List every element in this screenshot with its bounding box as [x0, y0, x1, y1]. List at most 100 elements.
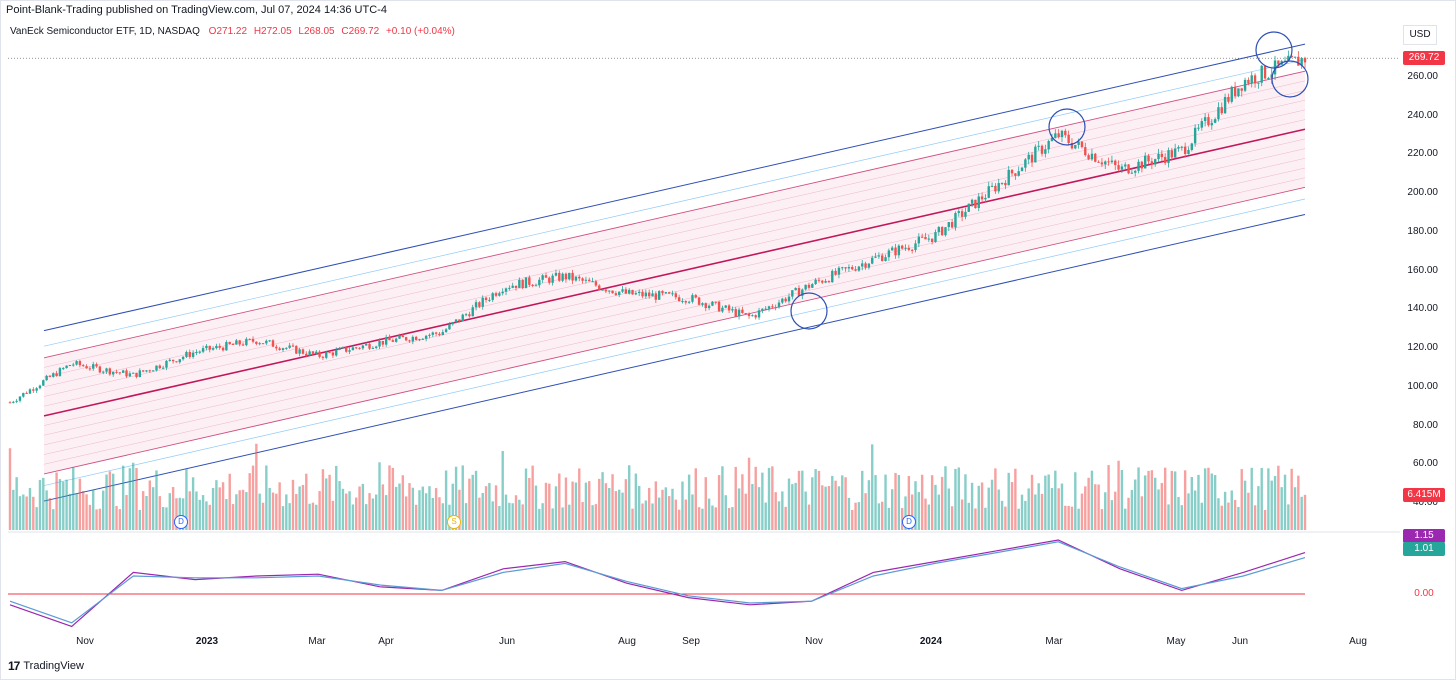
volume-bar: [1004, 506, 1007, 530]
volume-bar: [225, 499, 228, 530]
candle-body: [734, 309, 737, 317]
candle-body: [1047, 141, 1050, 150]
volume-bar: [98, 508, 102, 530]
candle-body: [744, 313, 747, 315]
candle-body: [198, 351, 201, 353]
dividend-marker-icon[interactable]: D: [174, 515, 188, 529]
candle-body: [68, 365, 72, 367]
volume-bar: [218, 487, 221, 530]
candle-body: [1203, 117, 1207, 122]
price-chart[interactable]: [0, 0, 1400, 656]
volume-bar: [747, 457, 751, 530]
volume-bar: [1090, 470, 1094, 530]
candle-body: [135, 372, 138, 378]
volume-bar: [1140, 496, 1144, 530]
volume-bar: [102, 490, 105, 530]
volume-bar: [1007, 472, 1010, 530]
candle-body: [165, 360, 168, 368]
volume-bar: [1217, 498, 1220, 530]
volume-bar: [488, 483, 491, 530]
volume-bar: [1020, 494, 1024, 530]
volume-bar: [238, 490, 241, 530]
currency-button[interactable]: USD: [1403, 25, 1437, 45]
candle-body: [877, 255, 881, 257]
volume-bar: [421, 486, 425, 530]
volume-bar: [1253, 505, 1257, 530]
candle-body: [371, 347, 375, 349]
candle-body: [967, 203, 970, 212]
volume-bar: [727, 507, 731, 530]
candle-body: [834, 270, 837, 275]
candle-body: [235, 340, 238, 345]
candle-body: [704, 303, 707, 309]
candle-body: [940, 227, 944, 236]
candle-body: [927, 238, 931, 240]
volume-bar: [591, 505, 594, 530]
volume-bar: [910, 494, 914, 530]
split-marker-icon[interactable]: S: [447, 515, 461, 529]
candle-body: [401, 335, 405, 338]
volume-bar: [148, 480, 152, 530]
volume-bar: [841, 475, 844, 530]
volume-bar: [188, 491, 191, 530]
volume-bar: [484, 486, 488, 530]
candle-body: [1100, 162, 1104, 165]
candle-body: [1177, 147, 1180, 149]
volume-bar: [1054, 470, 1057, 530]
candle-body: [504, 288, 508, 292]
volume-bar: [791, 484, 794, 530]
volume-bar: [704, 477, 707, 530]
volume-bar: [235, 494, 238, 530]
channel-line: [43, 90, 1306, 378]
candle-body: [937, 227, 941, 233]
candle-body: [548, 277, 551, 283]
volume-bar: [837, 486, 841, 530]
candle-body: [265, 340, 268, 344]
volume-bar: [171, 487, 175, 530]
channel-line: [43, 167, 1306, 455]
volume-bar: [208, 504, 211, 530]
channel-lower-line: [43, 213, 1306, 502]
volume-bar: [681, 481, 684, 530]
dividend-marker-icon[interactable]: D: [902, 515, 916, 529]
candle-body: [478, 302, 481, 307]
volume-bar: [994, 468, 997, 530]
symbol-legend[interactable]: VanEck Semiconductor ETF, 1D, NASDAQ O27…: [10, 26, 459, 37]
volume-bar: [807, 504, 811, 530]
candle-body: [511, 285, 514, 288]
volume-bar: [970, 482, 974, 530]
candle-body: [115, 371, 118, 373]
volume-bar: [1077, 508, 1080, 530]
candle-body: [714, 301, 717, 303]
volume-bar: [887, 507, 891, 530]
candle-body: [1290, 55, 1293, 58]
volume-bar: [1134, 479, 1137, 530]
channel-light-line: [43, 198, 1306, 486]
volume-bar: [578, 468, 581, 530]
volume-bar: [554, 486, 558, 530]
volume-bar: [52, 509, 55, 530]
volume-bar: [771, 466, 774, 530]
brand-name: TradingView: [23, 660, 84, 672]
volume-bar: [55, 472, 58, 530]
candle-body: [1134, 170, 1137, 173]
volume-bar: [245, 492, 248, 530]
volume-bar: [1030, 474, 1034, 530]
volume-bar: [28, 488, 32, 530]
candle-body: [201, 348, 205, 352]
volume-bar: [1080, 493, 1084, 530]
change-value: +0.10 (+0.04%): [385, 26, 455, 37]
candle-body: [827, 281, 831, 283]
candle-body: [245, 338, 248, 346]
candle-body: [1197, 127, 1200, 129]
volume-bar: [534, 485, 538, 530]
ohlc-values: O271.22 H272.05 L268.05 C269.72 +0.10 (+…: [209, 26, 459, 37]
volume-bar: [914, 481, 917, 530]
volume-bar: [571, 481, 574, 530]
candle-body: [950, 222, 954, 228]
candle-body: [611, 290, 614, 294]
date-axis-label: Nov: [805, 636, 823, 647]
volume-bar: [817, 470, 821, 530]
volume-bar: [604, 483, 608, 530]
volume-bar: [1280, 487, 1283, 530]
